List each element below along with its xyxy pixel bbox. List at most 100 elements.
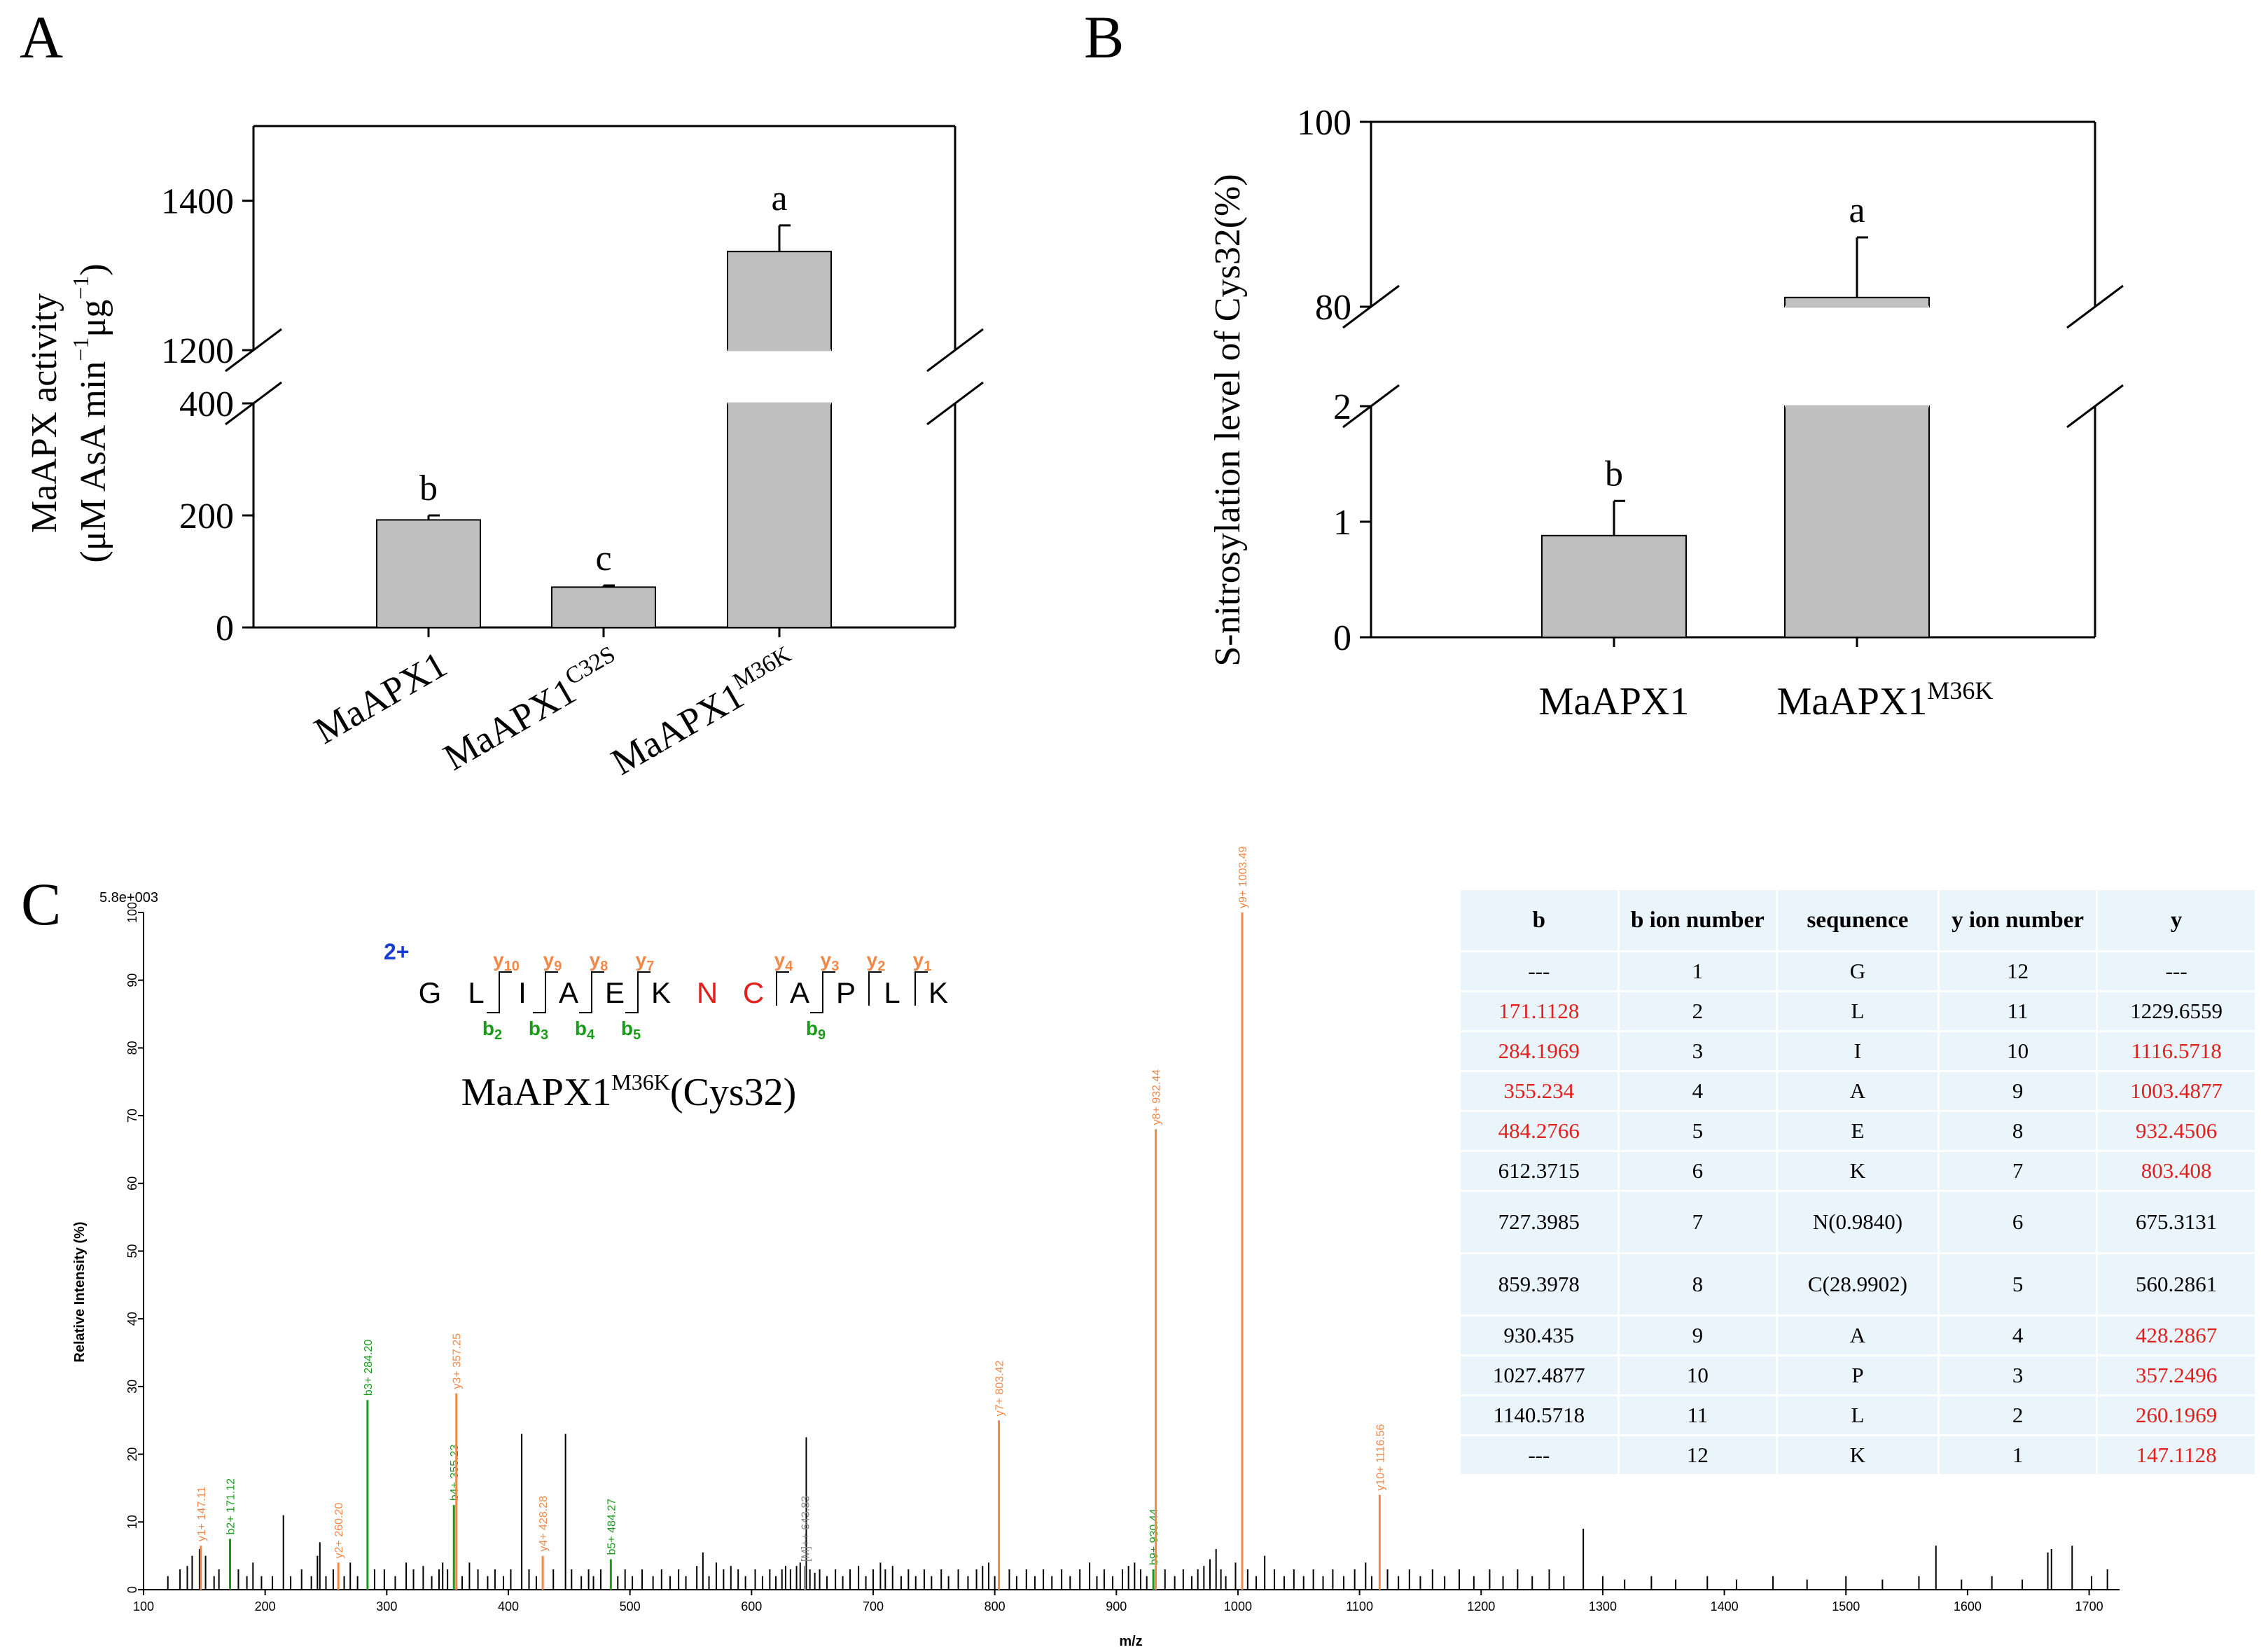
- spectrum-x-tick-label: 1400: [1711, 1599, 1739, 1613]
- ion-table-row: --- 12 K 1 147.1128: [1461, 1436, 2255, 1474]
- header-b: b: [1461, 890, 1618, 950]
- cell-sequence: E: [1778, 1112, 1937, 1150]
- spectrum-peak-label: y8+ 932.44: [1151, 1069, 1163, 1125]
- cell-b: 171.1128: [1461, 992, 1618, 1030]
- cell-y: 1229.6559: [2098, 992, 2255, 1030]
- spectrum-x-tick-label: 600: [741, 1599, 762, 1613]
- panel-a-x-tick-label: MaAPX1C32S: [436, 641, 629, 779]
- spectrum-x-tick-label: 300: [376, 1599, 397, 1613]
- spectrum-x-tick-label: 1100: [1346, 1599, 1373, 1613]
- b-ion-mark: b3: [529, 1018, 548, 1043]
- panel-a-bar: [551, 586, 656, 629]
- y-ion-bracket: [499, 971, 512, 1006]
- b-ion-mark: b2: [482, 1018, 502, 1043]
- cell-b: 612.3715: [1461, 1152, 1618, 1190]
- spectrum-peak-label: [M]++ 643.83: [800, 1496, 812, 1562]
- panel-a-y-tick-label: 1200: [161, 331, 234, 371]
- spectrum-x-axis-label: m/z: [1119, 1634, 1142, 1649]
- spectrum-peak-label: y2+ 260.20: [333, 1503, 345, 1559]
- ion-table-header: b b ion number sequnence y ion number y: [1461, 890, 2255, 950]
- cell-y: 260.1969: [2098, 1396, 2255, 1434]
- cell-b: 355.234: [1461, 1072, 1618, 1110]
- panel-b-bar: [1541, 534, 1687, 638]
- sequence-residue: K: [651, 976, 671, 1009]
- cell-y-ion-number: 1: [1939, 1436, 2096, 1474]
- panel-a-bars: b c a: [376, 179, 832, 629]
- panel-a-y-tick-label: 1400: [161, 182, 234, 222]
- panel-a-y-axis-label-line1: MaAPX activity: [25, 293, 64, 533]
- panel-b-y-ticks: 0 1 2 80 100: [1297, 103, 1858, 658]
- cell-b-ion-number: 3: [1619, 1032, 1776, 1070]
- spectrum-peak-label: b4+ 355.23: [449, 1445, 461, 1501]
- spectrum-y-axis-label: Relative Intensity (%): [72, 1221, 88, 1362]
- y-ion-bracket: [914, 971, 928, 1006]
- panel-a-bar: [376, 519, 481, 629]
- sequence-residue: A: [790, 976, 809, 1009]
- panel-b-bar-lower: [1784, 405, 1930, 638]
- sequence-residue: A: [559, 976, 578, 1009]
- spectrum-x-tick-label: 1300: [1589, 1599, 1617, 1613]
- sequence-residue: P: [836, 976, 856, 1009]
- cell-y-ion-number: 10: [1939, 1032, 2096, 1070]
- sequence-residue: E: [605, 976, 625, 1009]
- cell-y: 932.4506: [2098, 1112, 2255, 1150]
- spectrum-max-intensity: 5.8e+003: [99, 890, 158, 905]
- spectrum-peak-label: y1+ 147.11: [196, 1487, 208, 1542]
- panel-a-x-tick-label: MaAPX1M36K: [603, 641, 805, 784]
- cell-b: 1027.4877: [1461, 1356, 1618, 1394]
- cell-b-ion-number: 8: [1619, 1254, 1776, 1314]
- panel-b-y-tick-label: 0: [1333, 618, 1351, 658]
- spectrum-y-tick-label: 50: [125, 1244, 139, 1258]
- header-y-ion-number: y ion number: [1939, 890, 2096, 950]
- cell-y-ion-number: 8: [1939, 1112, 2096, 1150]
- y-ion-bracket: [545, 971, 558, 1006]
- cell-b: 930.435: [1461, 1317, 1618, 1354]
- spectrum-peak-label: b9+ 930.44: [1148, 1508, 1160, 1565]
- cell-b-ion-number: 9: [1619, 1317, 1776, 1354]
- y-ion-mark: y8: [590, 949, 608, 974]
- spectrum-y-tick-label: 80: [125, 1041, 139, 1055]
- spectrum-peak-label: y4+ 428.28: [538, 1496, 550, 1552]
- cell-b-ion-number: 2: [1619, 992, 1776, 1030]
- cell-sequence: A: [1778, 1072, 1937, 1110]
- cell-b-ion-number: 12: [1619, 1436, 1776, 1474]
- cell-b: ---: [1461, 952, 1618, 990]
- ion-table-row: --- 1 G 12 ---: [1461, 952, 2255, 990]
- panel-b-y-tick-label: 100: [1297, 103, 1351, 143]
- cell-b-ion-number: 10: [1619, 1356, 1776, 1394]
- panel-c-spectrum: 5.8e+003 0 10 20 30 40 50 60 70 80 90 100 100 200 300…: [72, 846, 2120, 1649]
- cell-b-ion-number: 1: [1619, 952, 1776, 990]
- cell-y-ion-number: 9: [1939, 1072, 2096, 1110]
- ion-table-row: 284.1969 3 I 10 1116.5718: [1461, 1032, 2255, 1070]
- cell-sequence: C(28.9902): [1778, 1254, 1937, 1314]
- spectrum-y-tick-label: 10: [125, 1515, 139, 1529]
- panel-b-y-tick-label: 2: [1333, 387, 1351, 427]
- panel-a-break-mark: [926, 381, 984, 426]
- spectrum-peak-label: b5+ 484.27: [606, 1499, 618, 1555]
- b-ion-mark: b9: [806, 1018, 826, 1043]
- panel-b-break-mark: [2066, 284, 2124, 329]
- panel-b-frame: [1342, 120, 2124, 639]
- panel-a-y-tick-label: 400: [179, 384, 234, 424]
- ion-table-row: 171.1128 2 L 11 1229.6559: [1461, 992, 2255, 1030]
- cell-b: 727.3985: [1461, 1192, 1618, 1252]
- spectrum-peaks: [167, 1434, 2108, 1590]
- b-ion-bracket: [487, 978, 500, 1013]
- cell-sequence: A: [1778, 1317, 1937, 1354]
- cell-b: 284.1969: [1461, 1032, 1618, 1070]
- header-sequence: sequnence: [1778, 890, 1937, 950]
- panel-b-y-tick-label: 80: [1315, 288, 1351, 328]
- cell-y-ion-number: 12: [1939, 952, 2096, 990]
- spectrum-x-tick-label: 1700: [2075, 1599, 2103, 1613]
- peptide-title: MaAPX1M36K(Cys32): [461, 1069, 797, 1114]
- spectrum-peak-label: y10+ 1116.56: [1375, 1424, 1386, 1490]
- cell-sequence: P: [1778, 1356, 1937, 1394]
- spectrum-peak-label: y3+ 357.25: [452, 1333, 464, 1389]
- y-ion-mark: y3: [821, 949, 840, 974]
- ion-table-row: 859.3978 8 C(28.9902) 5 560.2861: [1461, 1254, 2255, 1314]
- panel-b-break-mark: [2066, 384, 2124, 429]
- cell-y: 1003.4877: [2098, 1072, 2255, 1110]
